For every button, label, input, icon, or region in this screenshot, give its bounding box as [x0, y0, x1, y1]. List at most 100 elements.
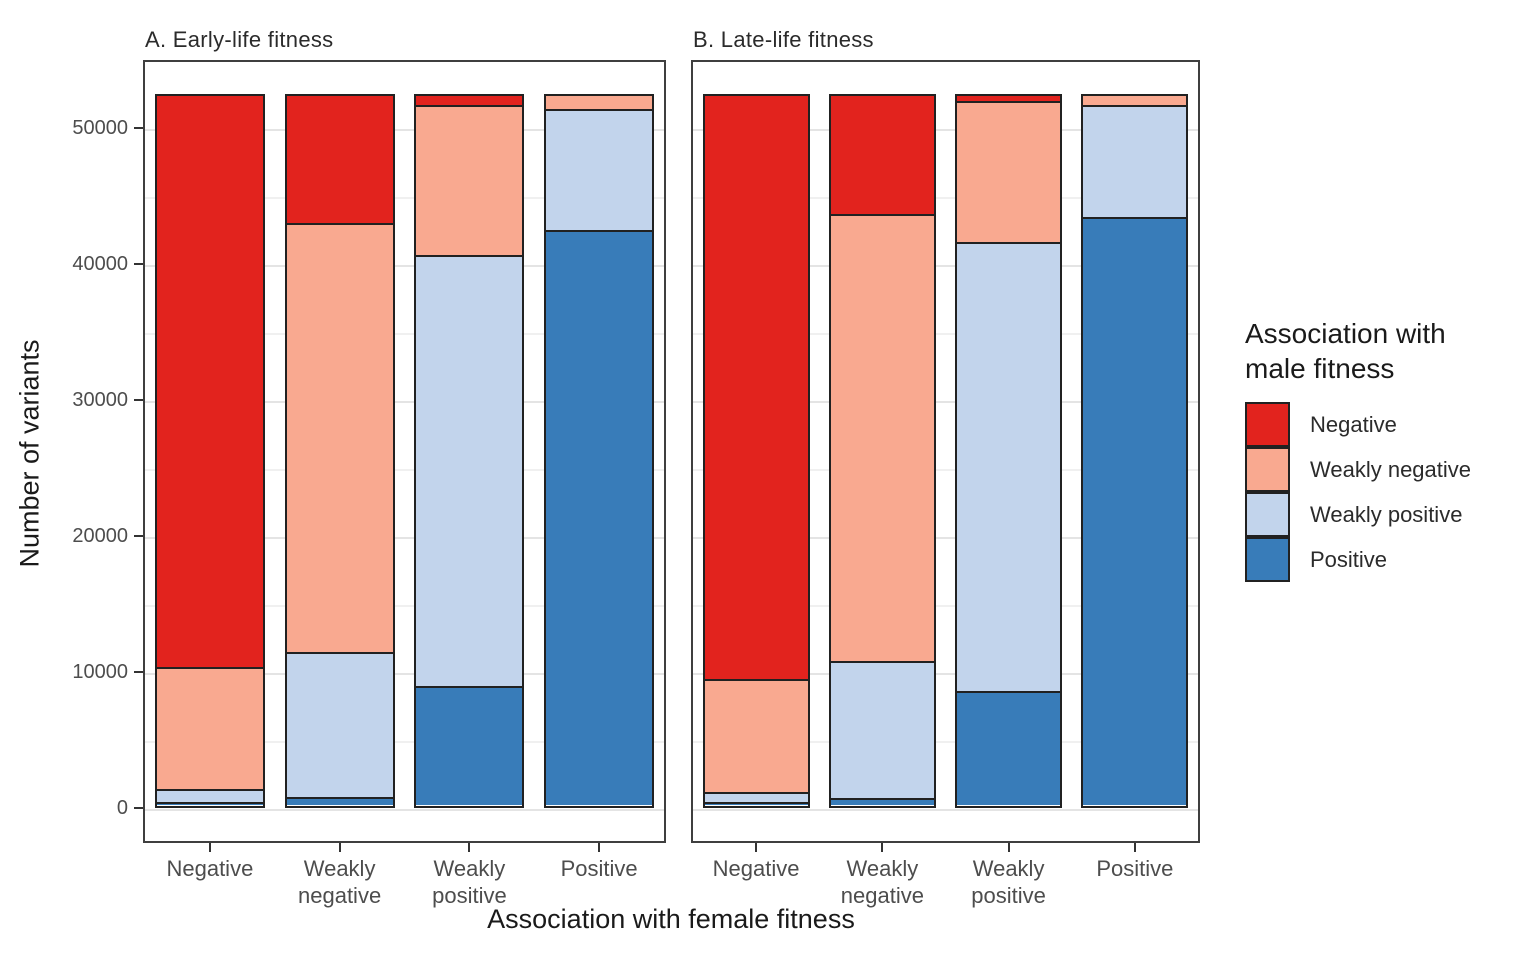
- x-tick-label: Weakly positive: [379, 855, 559, 909]
- gridline-minor: [145, 332, 664, 335]
- x-tick-label: Positive: [509, 855, 689, 882]
- x-tick-label: Weakly positive: [919, 855, 1099, 909]
- bar-segment-weakly-positive: [704, 791, 808, 803]
- x-tick-label-line: Negative: [712, 856, 800, 881]
- legend-label: Negative: [1310, 411, 1397, 437]
- legend-label: Weakly negative: [1310, 456, 1472, 482]
- stacked-bar-weakly-positive: [414, 93, 525, 809]
- gridline-minor: [693, 468, 1198, 471]
- gridline-major: [693, 808, 1198, 811]
- stacked-bar-negative: [702, 93, 810, 809]
- legend-entry-negative: Negative: [1245, 402, 1471, 447]
- stacked-bar-positive: [544, 93, 655, 809]
- bar-segment-weakly-positive: [957, 242, 1061, 691]
- y-tick-label: 40000: [72, 252, 128, 275]
- legend-title-line-1: Association with: [1245, 318, 1446, 349]
- bar-segment-weakly-positive: [416, 254, 523, 686]
- legend-title: Association with male fitness: [1245, 316, 1471, 386]
- x-tick-label-line: negative: [840, 883, 924, 908]
- y-tick-mark: [134, 262, 143, 265]
- bar-segment-positive: [286, 797, 393, 806]
- x-tick-label: Weakly negative: [792, 855, 972, 909]
- bar-segment-weakly-negative: [704, 678, 808, 792]
- x-tick-mark: [208, 843, 211, 852]
- x-tick-label-line: positive: [432, 883, 507, 908]
- y-tick-label: 10000: [72, 660, 128, 683]
- x-tick-label-line: Negative: [166, 856, 254, 881]
- gridline-major: [145, 129, 664, 131]
- x-tick-label-line: Positive: [560, 856, 638, 881]
- gridline-minor: [693, 332, 1198, 335]
- legend-entry-weakly-positive: Weakly positive: [1245, 492, 1471, 537]
- x-tick-label-line: Weakly: [433, 856, 506, 881]
- bar-segment-positive: [704, 802, 808, 806]
- gridline-major: [693, 672, 1198, 675]
- gridline-minor: [693, 196, 1198, 199]
- y-tick-mark: [134, 398, 143, 401]
- x-tick-mark: [1133, 843, 1136, 852]
- bar-segment-weakly-negative: [830, 213, 934, 662]
- gridline-major: [693, 400, 1198, 403]
- y-tick-label: 50000: [72, 117, 128, 139]
- y-tick-label: 0: [116, 796, 128, 819]
- x-tick-label-line: Weakly: [846, 856, 919, 881]
- y-tick-mark: [134, 127, 143, 129]
- bar-segment-positive: [546, 230, 653, 806]
- legend-entry-positive: Positive: [1245, 537, 1471, 582]
- gridline-minor: [145, 740, 664, 743]
- x-tick-mark: [881, 843, 884, 852]
- bar-segment-weakly-negative: [156, 666, 263, 789]
- gridline-major: [693, 264, 1198, 267]
- gridline-major: [145, 536, 664, 539]
- x-tick-label: Negative: [666, 855, 846, 882]
- legend: Association with male fitness Negative We…: [1245, 316, 1471, 582]
- bar-segment-negative: [957, 95, 1061, 102]
- bar-segment-positive: [957, 691, 1061, 806]
- gridline-major: [693, 129, 1198, 131]
- legend-title-line-2: male fitness: [1245, 353, 1395, 384]
- legend-entry-weakly-negative: Weakly negative: [1245, 447, 1471, 492]
- bar-segment-weakly-negative: [1083, 95, 1187, 106]
- stacked-bar-negative: [154, 93, 265, 809]
- x-tick-mark: [338, 843, 341, 852]
- bar-segment-weakly-positive: [286, 651, 393, 797]
- y-tick-mark: [134, 670, 143, 673]
- bar-segment-weakly-negative: [286, 223, 393, 652]
- legend-label: Positive: [1310, 546, 1388, 572]
- panel-a-early-life: [143, 60, 666, 843]
- panel-b-late-life: [691, 60, 1200, 843]
- x-tick-label-line: positive: [971, 883, 1046, 908]
- x-tick-label: Negative: [120, 855, 300, 882]
- legend-entries: Negative Weakly negative Weakly positive Po…: [1245, 402, 1471, 582]
- bar-segment-positive: [156, 802, 263, 806]
- y-tick-label: 20000: [72, 524, 128, 547]
- x-tick-label-line: negative: [298, 883, 382, 908]
- panel-a-title: A. Early-life fitness: [145, 27, 334, 52]
- gridline-minor: [145, 196, 664, 199]
- gridline-major: [145, 400, 664, 403]
- x-tick-label-line: Weakly: [303, 856, 376, 881]
- bar-segment-weakly-negative: [957, 101, 1061, 243]
- bar-segment-negative: [416, 95, 523, 106]
- gridline-minor: [693, 740, 1198, 743]
- bar-segment-weakly-positive: [1083, 105, 1187, 217]
- y-axis-title: Number of variants: [14, 339, 45, 568]
- x-tick-label-line: Weakly: [972, 856, 1045, 881]
- x-tick-mark: [1007, 843, 1010, 852]
- gridline-minor: [145, 604, 664, 607]
- gridline-major: [145, 672, 664, 675]
- legend-key-weakly-negative-swatch: [1245, 447, 1290, 492]
- x-tick-mark: [755, 843, 758, 852]
- bar-segment-negative: [830, 95, 934, 214]
- bar-segment-negative: [704, 95, 808, 679]
- y-tick-mark: [134, 806, 143, 809]
- y-tick-label: 30000: [72, 388, 128, 411]
- bar-segment-positive: [416, 685, 523, 806]
- stacked-bar-weakly-positive: [955, 93, 1063, 809]
- x-tick-label-line: Positive: [1096, 856, 1174, 881]
- legend-key-negative-swatch: [1245, 402, 1290, 447]
- y-tick-mark: [134, 534, 143, 537]
- bar-segment-weakly-positive: [830, 661, 934, 799]
- stacked-bar-positive: [1081, 93, 1189, 809]
